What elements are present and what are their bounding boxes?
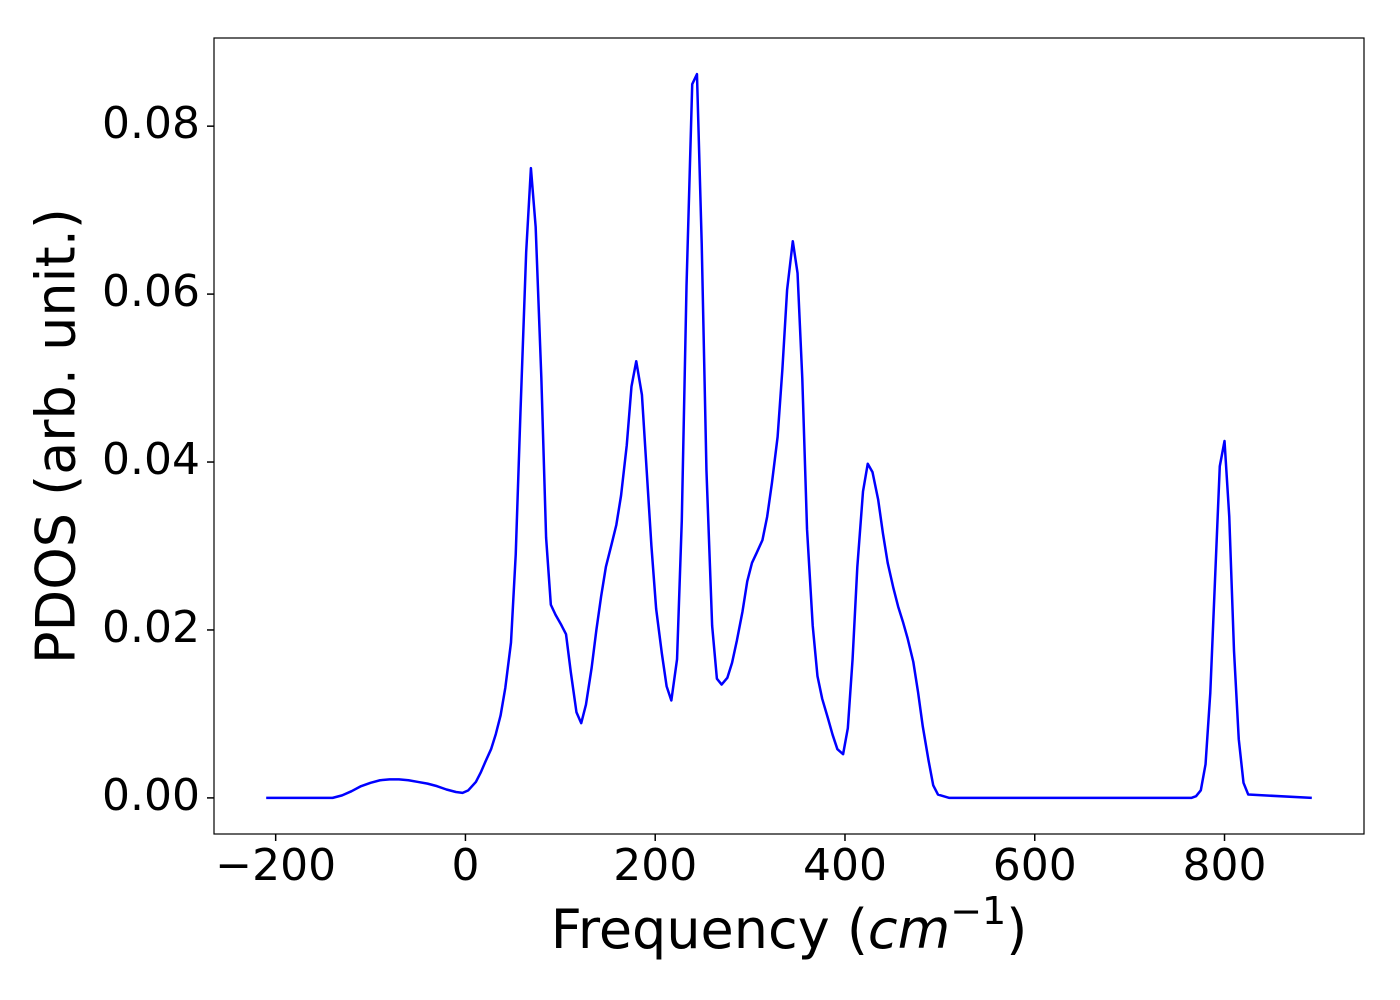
- x-tick-label: 0: [451, 840, 479, 891]
- x-label-part: −1: [950, 889, 1006, 933]
- data-line: [266, 72, 1312, 800]
- x-tick-label: −200: [215, 840, 336, 891]
- y-tick-label: 0.00: [102, 770, 200, 821]
- y-tick-label: 0.02: [102, 602, 200, 653]
- y-tick-label: 0.04: [102, 434, 200, 485]
- y-axis-label: PDOS (arb. unit.): [25, 208, 88, 664]
- plot-frame: [213, 37, 1365, 835]
- x-label-part: cm: [868, 898, 950, 961]
- x-tick-label: 600: [993, 840, 1077, 891]
- x-tick-label: 400: [803, 840, 887, 891]
- x-axis-label: Frequency (cm−1): [551, 889, 1028, 961]
- y-tick-label: 0.06: [102, 266, 200, 317]
- y-tick-label: 0.08: [102, 98, 200, 149]
- x-label-part: Frequency (: [551, 898, 868, 961]
- x-tick-label: 800: [1183, 840, 1267, 891]
- x-label-part: ): [1006, 898, 1027, 961]
- x-tick-label: 200: [613, 840, 697, 891]
